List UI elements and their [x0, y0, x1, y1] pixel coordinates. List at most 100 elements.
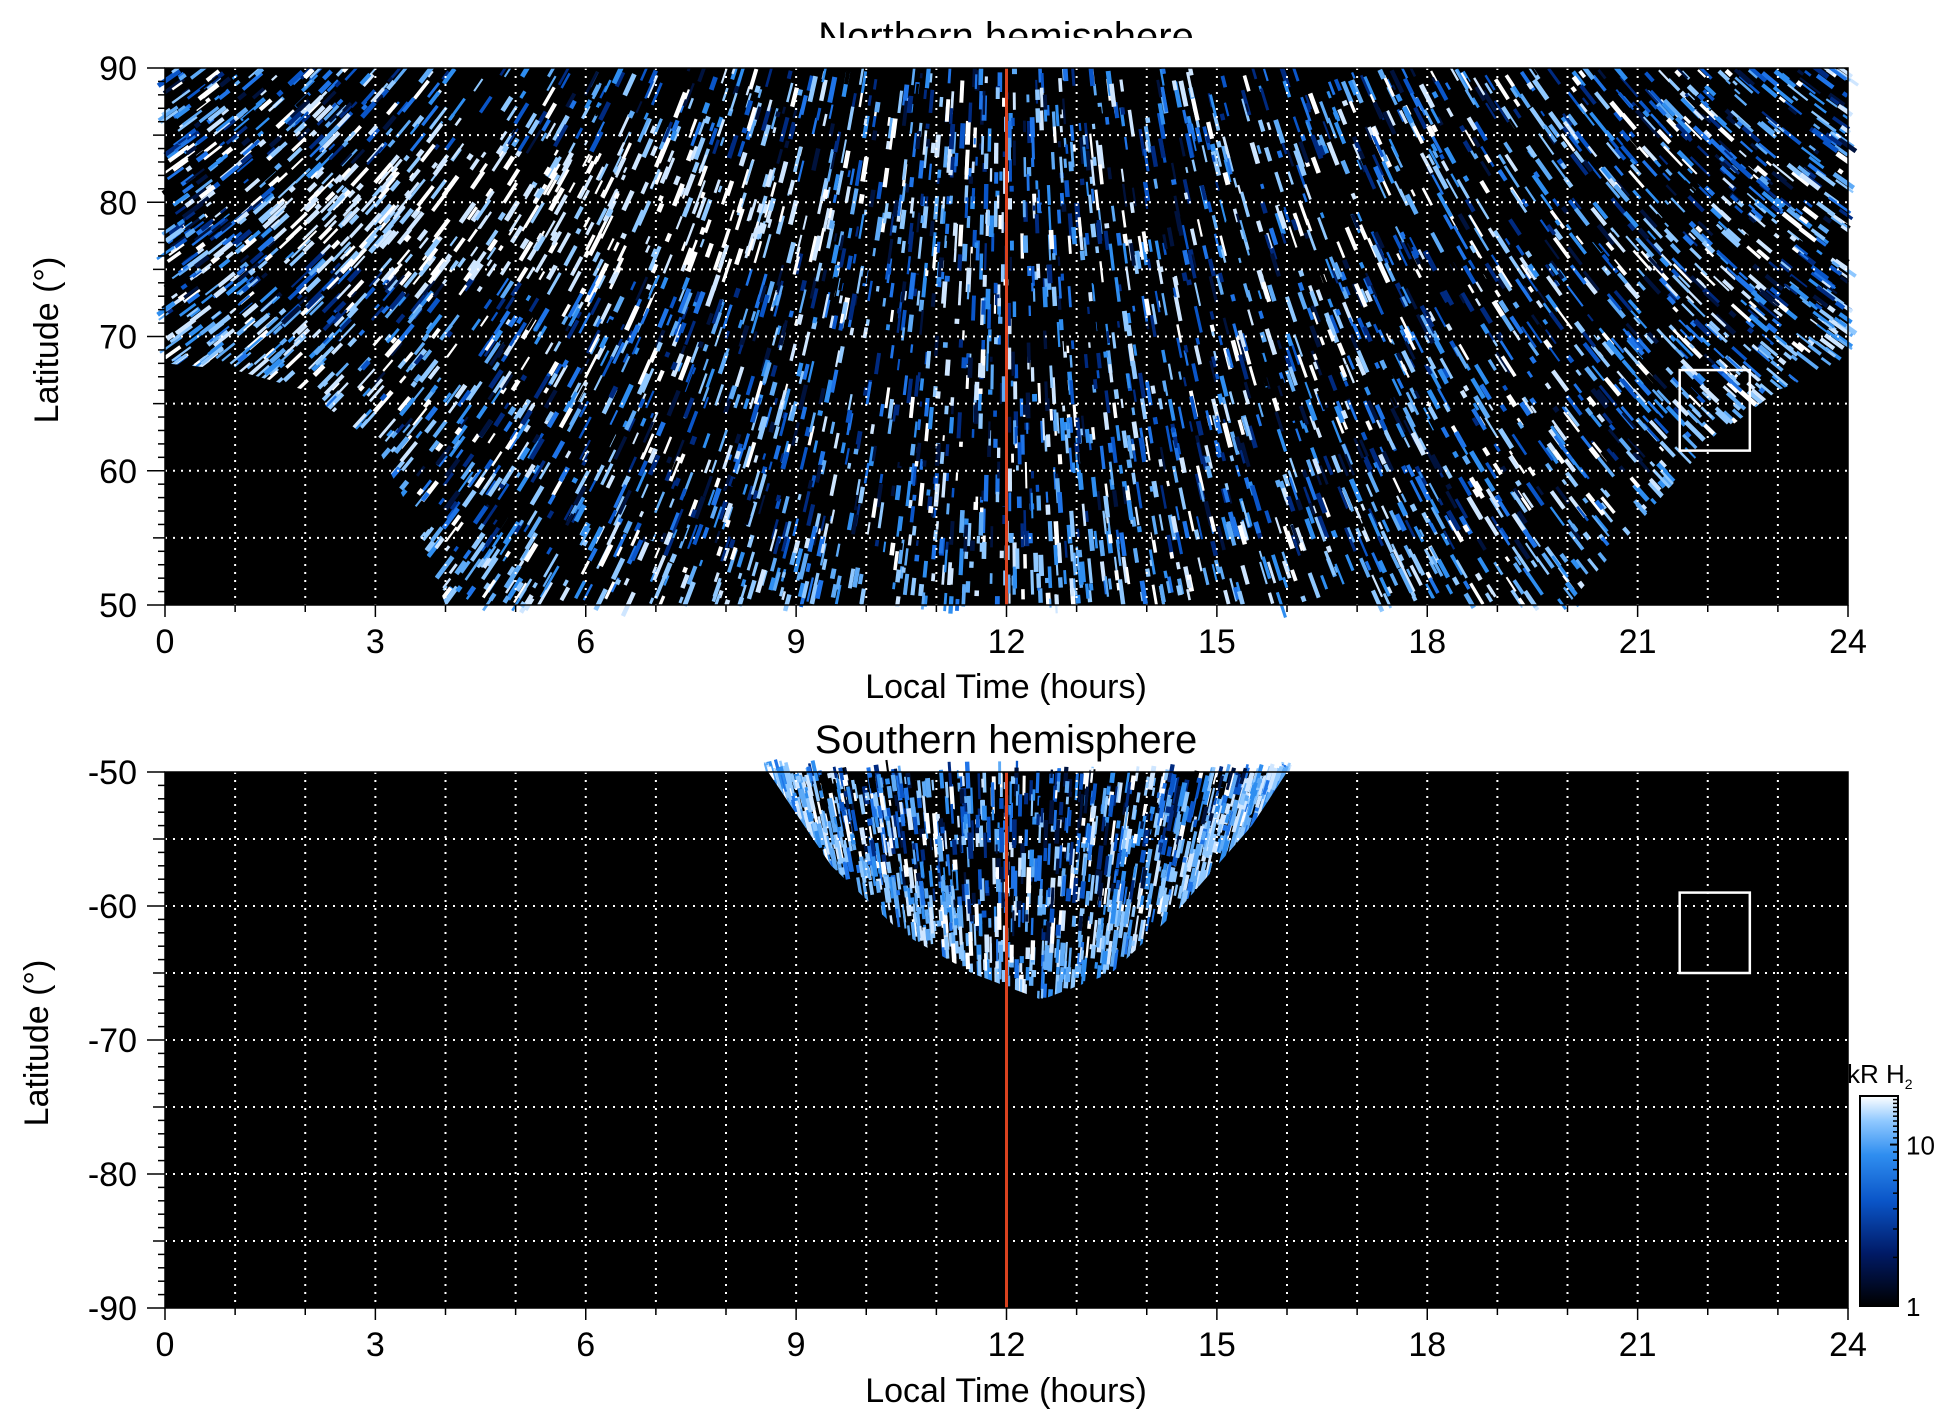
emission-streak	[1778, 114, 1788, 124]
emission-streak	[1323, 550, 1336, 576]
emission-streak	[587, 526, 604, 552]
emission-streak	[759, 223, 767, 235]
emission-streak	[1403, 437, 1411, 448]
emission-streak	[1083, 237, 1088, 257]
emission-streak	[908, 396, 915, 419]
north-panel: Northern hemisphere 0 3 6 9 12 15 18 21 24506070…	[28, 15, 1867, 706]
emission-streak	[1257, 119, 1266, 133]
emission-streak	[1608, 137, 1620, 150]
emission-streak	[1653, 242, 1664, 253]
emission-streak	[526, 510, 538, 526]
emission-streak	[1434, 80, 1449, 101]
emission-streak	[640, 483, 649, 499]
emission-streak	[1482, 446, 1491, 457]
emission-streak	[427, 70, 434, 78]
emission-streak	[328, 143, 336, 151]
emission-streak	[849, 168, 855, 186]
emission-streak	[1653, 159, 1662, 168]
emission-streak	[445, 501, 461, 520]
emission-streak	[486, 246, 497, 261]
emission-streak	[1095, 222, 1103, 245]
emission-streak	[1088, 292, 1093, 302]
emission-streak	[773, 425, 780, 440]
emission-streak	[973, 402, 979, 424]
emission-streak	[1406, 464, 1416, 478]
emission-streak	[280, 348, 295, 362]
emission-streak	[433, 143, 440, 151]
emission-streak	[780, 451, 790, 470]
emission-streak	[1496, 277, 1506, 290]
emission-streak	[1817, 215, 1839, 233]
emission-streak	[821, 293, 830, 319]
emission-streak	[957, 482, 963, 499]
emission-streak	[1449, 553, 1465, 576]
emission-streak	[677, 355, 692, 381]
emission-streak	[1400, 239, 1412, 260]
emission-streak	[1430, 506, 1446, 530]
emission-streak	[1530, 559, 1538, 568]
emission-streak	[1687, 298, 1706, 318]
emission-streak	[1748, 185, 1766, 202]
emission-streak	[603, 79, 612, 93]
emission-streak	[919, 72, 923, 79]
emission-streak	[737, 344, 744, 355]
emission-streak	[288, 185, 296, 193]
emission-streak	[1389, 69, 1405, 94]
emission-streak	[677, 287, 692, 314]
emission-streak	[1627, 222, 1636, 232]
emission-streak	[759, 513, 766, 526]
emission-streak	[1684, 431, 1692, 439]
emission-streak	[1428, 148, 1441, 169]
emission-streak	[839, 313, 845, 324]
emission-streak	[929, 220, 935, 237]
emission-streak	[326, 79, 340, 93]
emission-streak	[1371, 574, 1384, 598]
emission-streak	[1316, 390, 1327, 410]
emission-streak	[252, 194, 276, 215]
emission-streak	[979, 214, 984, 235]
emission-streak	[1810, 271, 1823, 283]
emission-streak	[593, 588, 608, 612]
emission-streak	[649, 341, 657, 355]
emission-streak	[938, 407, 944, 429]
emission-streak	[1484, 515, 1500, 537]
emission-streak	[589, 297, 602, 316]
emission-streak	[1337, 108, 1348, 126]
emission-streak	[1775, 335, 1788, 346]
emission-streak	[1095, 140, 1101, 167]
emission-streak	[1672, 306, 1679, 313]
emission-streak	[1033, 552, 1039, 572]
emission-streak	[1036, 263, 1041, 279]
emission-streak	[1149, 521, 1156, 541]
emission-streak	[1103, 351, 1109, 358]
emission-streak	[287, 287, 301, 301]
emission-streak	[1469, 450, 1486, 473]
emission-streak	[1795, 80, 1804, 88]
emission-streak	[1340, 159, 1351, 175]
emission-streak	[1808, 144, 1816, 152]
emission-streak	[1350, 507, 1365, 532]
emission-streak	[620, 339, 629, 354]
emission-streak	[1644, 88, 1660, 105]
emission-streak	[481, 504, 498, 527]
emission-streak	[456, 403, 472, 425]
emission-streak	[1264, 510, 1272, 524]
emission-streak	[1261, 352, 1267, 363]
emission-streak	[1469, 582, 1485, 606]
emission-streak	[502, 555, 508, 562]
emission-streak	[1636, 281, 1647, 291]
emission-streak	[1083, 274, 1089, 290]
emission-streak	[1531, 173, 1549, 196]
emission-streak	[898, 340, 905, 366]
emission-streak	[902, 375, 909, 396]
emission-streak	[1600, 496, 1616, 514]
emission-streak	[553, 156, 562, 168]
emission-streak	[1490, 515, 1501, 531]
emission-streak	[1077, 217, 1083, 237]
emission-streak	[733, 287, 741, 299]
emission-streak	[913, 83, 920, 110]
emission-streak	[547, 494, 556, 505]
emission-streak	[852, 567, 861, 588]
emission-streak	[1410, 331, 1424, 354]
emission-streak	[1824, 284, 1838, 295]
